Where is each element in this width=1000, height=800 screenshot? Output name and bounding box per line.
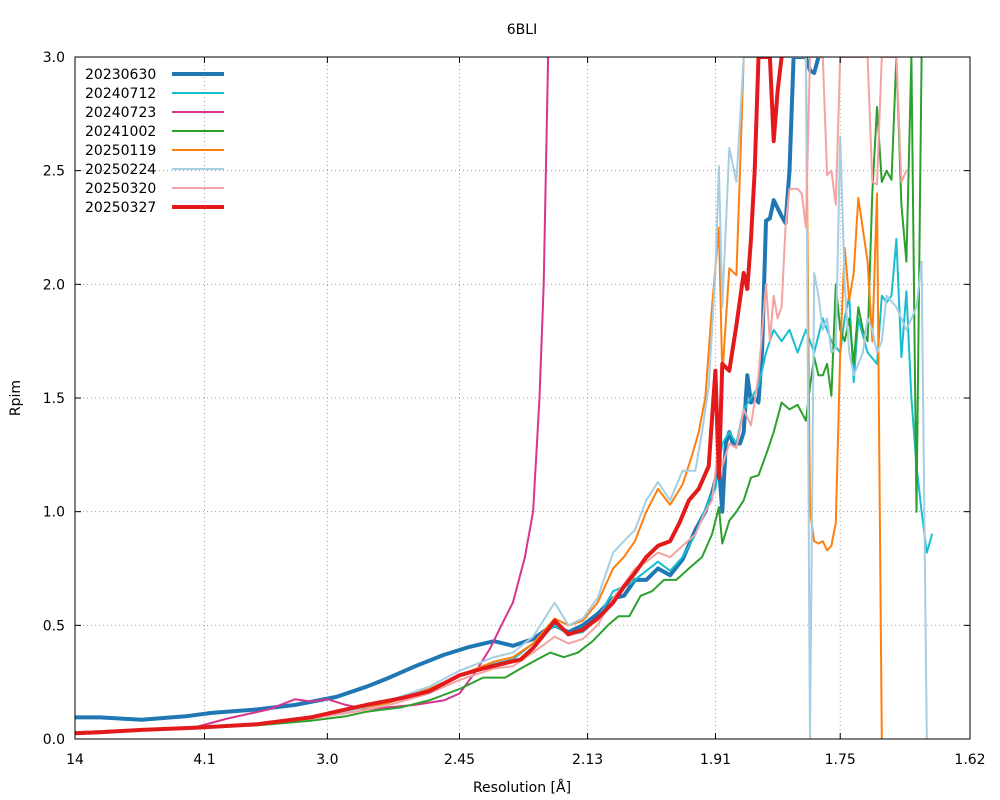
series-line-20250327	[75, 57, 784, 736]
grid	[75, 57, 970, 739]
series-line-20241002	[75, 57, 923, 734]
y-tick-label: 1.0	[43, 505, 65, 521]
y-tick-label: 0.0	[43, 732, 65, 748]
x-tick-label: 14	[66, 752, 84, 768]
legend-label: 20250320	[85, 181, 156, 197]
series-line-20230630	[75, 57, 821, 722]
y-tick-label: 2.0	[43, 277, 65, 293]
x-axis-ticks: 14 4.1 3.0 2.45 2.13 1.91 1.75 1.62	[66, 57, 986, 768]
legend-label: 20240712	[85, 86, 156, 102]
x-tick-label: 4.1	[193, 752, 215, 768]
series-line-20250224	[75, 57, 928, 739]
legend-label: 20230630	[85, 67, 156, 83]
legend-label: 20240723	[85, 105, 156, 121]
y-tick-label: 0.5	[43, 618, 65, 634]
x-tick-label: 1.75	[825, 752, 856, 768]
x-tick-label: 2.13	[572, 752, 603, 768]
x-tick-label: 1.62	[954, 752, 985, 768]
legend-label: 20250119	[85, 143, 156, 159]
series-line-20250320	[75, 57, 908, 734]
y-tick-label: 3.0	[43, 50, 65, 66]
y-tick-label: 2.5	[43, 164, 65, 180]
y-tick-label: 1.5	[43, 391, 65, 407]
y-axis-ticks: 0.0 0.5 1.0 1.5 2.0 2.5 3.0	[43, 50, 970, 748]
legend: 20230630 20240712 20240723 20241002 20250119…	[85, 67, 224, 216]
x-tick-label: 2.45	[444, 752, 475, 768]
legend-label: 20241002	[85, 124, 156, 140]
x-tick-label: 1.91	[700, 752, 731, 768]
series-line-20240712	[75, 237, 933, 734]
legend-label: 20250327	[85, 200, 156, 216]
series-layer	[75, 57, 933, 739]
y-axis-label: Rpim	[8, 380, 24, 416]
x-tick-label: 3.0	[316, 752, 338, 768]
legend-label: 20250224	[85, 162, 156, 178]
chart-title: 6BLI	[507, 22, 537, 38]
x-axis-label: Resolution [Å]	[473, 779, 571, 796]
